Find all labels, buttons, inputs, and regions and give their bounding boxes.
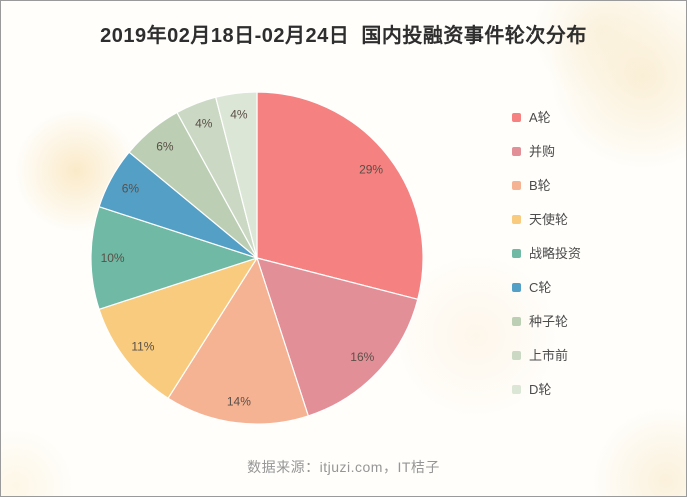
legend-item-并购[interactable]: 并购 [512, 145, 581, 158]
legend-swatch-icon [512, 181, 521, 190]
legend-item-C轮[interactable]: C轮 [512, 281, 581, 294]
data-source: 数据来源：itjuzi.com，IT桔子 [247, 459, 440, 475]
pie-chart: 29% 16% 14% 11% 10% 6% 6% 4% 4% [90, 91, 424, 425]
pie-slice-label: 6% [122, 181, 140, 195]
legend-label: C轮 [529, 280, 552, 295]
pie-slice-label: 4% [195, 117, 213, 131]
pie-slice-label: 16% [350, 350, 374, 364]
pie-slice-label: 6% [156, 140, 174, 154]
pie-slice-label: 29% [359, 163, 383, 177]
pie-slice-label: 4% [230, 108, 248, 122]
legend-item-上市前[interactable]: 上市前 [512, 349, 581, 362]
pie-slice-label: 14% [227, 394, 251, 408]
legend-swatch-icon [512, 317, 521, 326]
legend-item-B轮[interactable]: B轮 [512, 179, 581, 192]
legend: A轮并购 B轮天使轮战略投资 C轮种子轮上市前 D轮 [512, 111, 581, 417]
chart-title: 2019年02月18日-02月24日 国内投融资事件轮次分布 [100, 25, 587, 47]
legend-swatch-icon [512, 113, 521, 122]
pie-slice-A轮[interactable] [256, 91, 424, 300]
legend-item-种子轮[interactable]: 种子轮 [512, 315, 581, 328]
legend-label: B轮 [529, 178, 551, 193]
pie-slice-并购[interactable] [256, 257, 419, 417]
legend-item-天使轮[interactable]: 天使轮 [512, 213, 581, 226]
legend-label: 上市前 [529, 348, 569, 363]
pie-slice-label: 11% [131, 340, 154, 354]
legend-item-战略投资[interactable]: 战略投资 [512, 247, 581, 260]
legend-swatch-icon [512, 147, 521, 156]
legend-swatch-icon [512, 351, 521, 360]
legend-label: 天使轮 [529, 212, 569, 227]
legend-label: 种子轮 [529, 314, 569, 329]
legend-swatch-icon [512, 249, 521, 258]
legend-swatch-icon [512, 215, 521, 224]
legend-item-D轮[interactable]: D轮 [512, 383, 581, 396]
pie-slice-战略投资[interactable] [90, 206, 258, 310]
legend-item-A轮[interactable]: A轮 [512, 111, 581, 124]
pie-slice-D轮[interactable] [215, 91, 258, 259]
legend-label: A轮 [529, 110, 551, 125]
pie-slice-B轮[interactable] [167, 257, 309, 425]
legend-swatch-icon [512, 385, 521, 394]
legend-swatch-icon [512, 283, 521, 292]
legend-label: 并购 [529, 144, 556, 159]
legend-label: 战略投资 [529, 246, 582, 261]
pie-slice-label: 10% [101, 251, 125, 265]
pie-slice-天使轮[interactable] [98, 257, 258, 399]
legend-label: D轮 [529, 382, 552, 397]
